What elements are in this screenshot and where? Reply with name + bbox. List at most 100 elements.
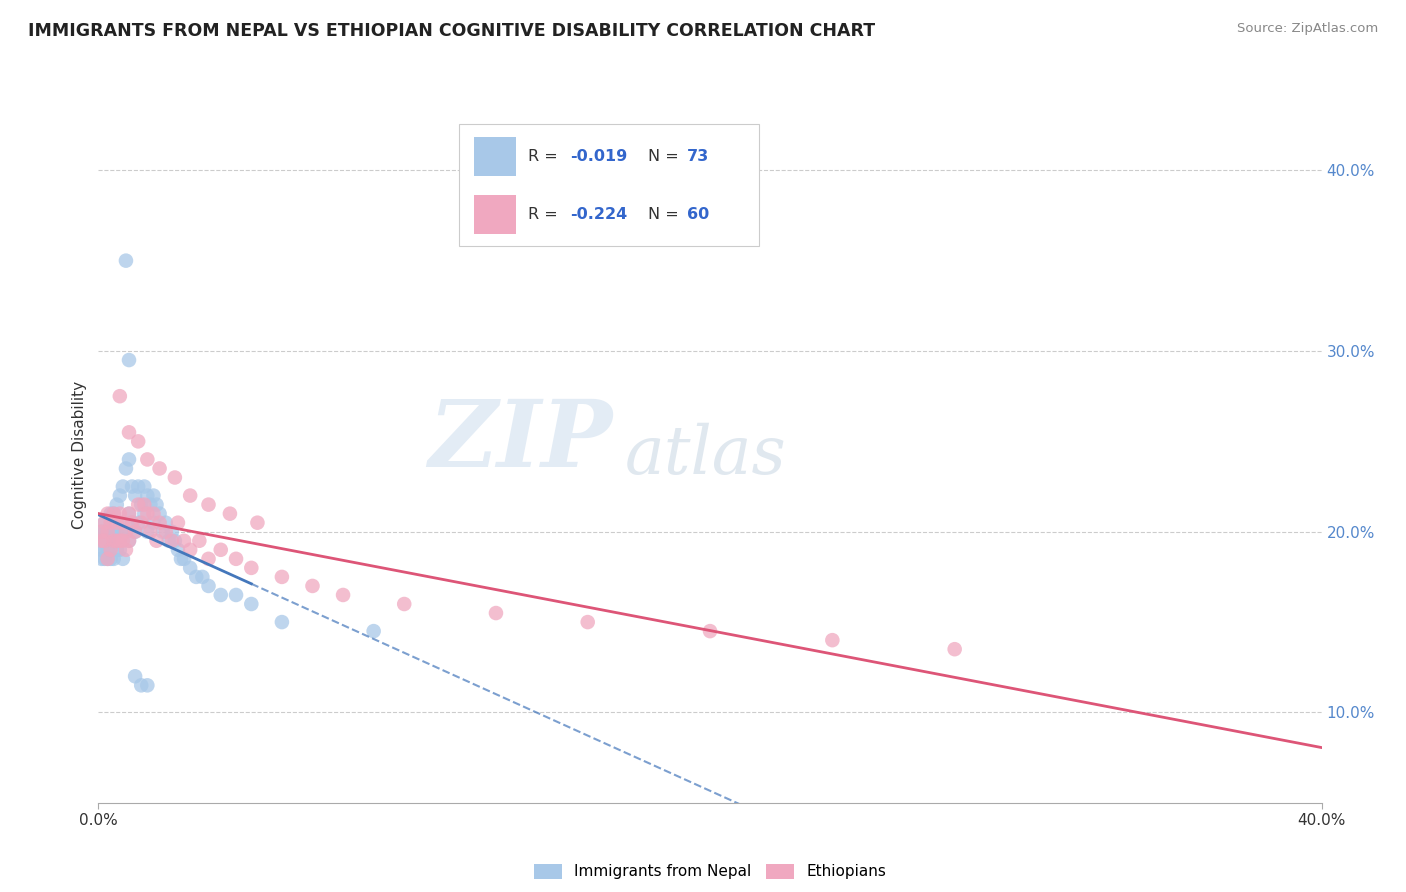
Point — [111, 516, 134, 530]
Point — [90, 524, 112, 539]
Point — [127, 479, 149, 493]
Point — [115, 542, 138, 557]
Point — [332, 588, 354, 602]
Point — [111, 533, 134, 548]
Point — [270, 615, 292, 629]
Point — [197, 579, 219, 593]
Text: IMMIGRANTS FROM NEPAL VS ETHIOPIAN COGNITIVE DISABILITY CORRELATION CHART: IMMIGRANTS FROM NEPAL VS ETHIOPIAN COGNI… — [28, 22, 876, 40]
Point — [118, 353, 141, 368]
Point — [142, 516, 165, 530]
Point — [167, 516, 190, 530]
Point — [219, 507, 242, 521]
Point — [111, 524, 134, 539]
Point — [115, 253, 138, 268]
Point — [129, 498, 152, 512]
Point — [100, 533, 122, 548]
Point — [485, 606, 508, 620]
Point — [97, 524, 120, 539]
Point — [136, 489, 159, 503]
Point — [127, 516, 149, 530]
Point — [145, 498, 167, 512]
Y-axis label: Cognitive Disability: Cognitive Disability — [72, 381, 87, 529]
Point — [160, 524, 183, 539]
Point — [118, 452, 141, 467]
Point — [129, 678, 152, 692]
Point — [134, 498, 156, 512]
Point — [225, 551, 247, 566]
Point — [100, 524, 122, 539]
Point — [149, 507, 172, 521]
Point — [90, 542, 112, 557]
Point — [103, 533, 125, 548]
Point — [127, 498, 149, 512]
Point — [160, 533, 183, 548]
Point — [103, 524, 125, 539]
Point — [157, 533, 180, 548]
Point — [209, 542, 232, 557]
Point — [121, 479, 143, 493]
Point — [152, 524, 174, 539]
Point — [173, 551, 195, 566]
Point — [124, 669, 146, 683]
Point — [121, 516, 143, 530]
Point — [821, 633, 844, 648]
Point — [363, 624, 385, 639]
Point — [145, 533, 167, 548]
Point — [105, 516, 128, 530]
Point — [576, 615, 599, 629]
Point — [115, 461, 138, 475]
Point — [246, 516, 269, 530]
Point — [179, 561, 201, 575]
Point — [90, 533, 112, 548]
Point — [225, 588, 247, 602]
Point — [209, 588, 232, 602]
Point — [115, 524, 138, 539]
Point — [173, 533, 195, 548]
Point — [142, 489, 165, 503]
Point — [93, 524, 115, 539]
Point — [97, 507, 120, 521]
Point — [136, 452, 159, 467]
Legend: Immigrants from Nepal, Ethiopians: Immigrants from Nepal, Ethiopians — [529, 857, 891, 886]
Point — [139, 498, 162, 512]
Point — [124, 524, 146, 539]
Point — [118, 507, 141, 521]
Point — [93, 516, 115, 530]
Point — [100, 516, 122, 530]
Point — [103, 551, 125, 566]
Point — [124, 489, 146, 503]
Point — [97, 542, 120, 557]
Point — [163, 533, 186, 548]
Point — [118, 507, 141, 521]
Point — [90, 551, 112, 566]
Point — [93, 533, 115, 548]
Point — [105, 498, 128, 512]
Point — [124, 524, 146, 539]
Point — [191, 570, 214, 584]
Point — [118, 425, 141, 440]
Point — [392, 597, 416, 611]
Point — [108, 489, 131, 503]
Text: ZIP: ZIP — [427, 396, 612, 486]
Point — [93, 533, 115, 548]
Point — [118, 533, 141, 548]
Point — [108, 542, 131, 557]
Point — [129, 516, 152, 530]
Point — [97, 524, 120, 539]
Point — [93, 551, 115, 566]
Text: Source: ZipAtlas.com: Source: ZipAtlas.com — [1237, 22, 1378, 36]
Point — [197, 551, 219, 566]
Point — [134, 479, 156, 493]
Point — [163, 470, 186, 484]
Point — [103, 533, 125, 548]
Point — [105, 533, 128, 548]
Point — [105, 542, 128, 557]
Point — [179, 542, 201, 557]
Point — [170, 551, 193, 566]
Point — [108, 507, 131, 521]
Point — [149, 461, 172, 475]
Point — [240, 597, 263, 611]
Point — [103, 507, 125, 521]
Point — [97, 533, 120, 548]
Point — [100, 542, 122, 557]
